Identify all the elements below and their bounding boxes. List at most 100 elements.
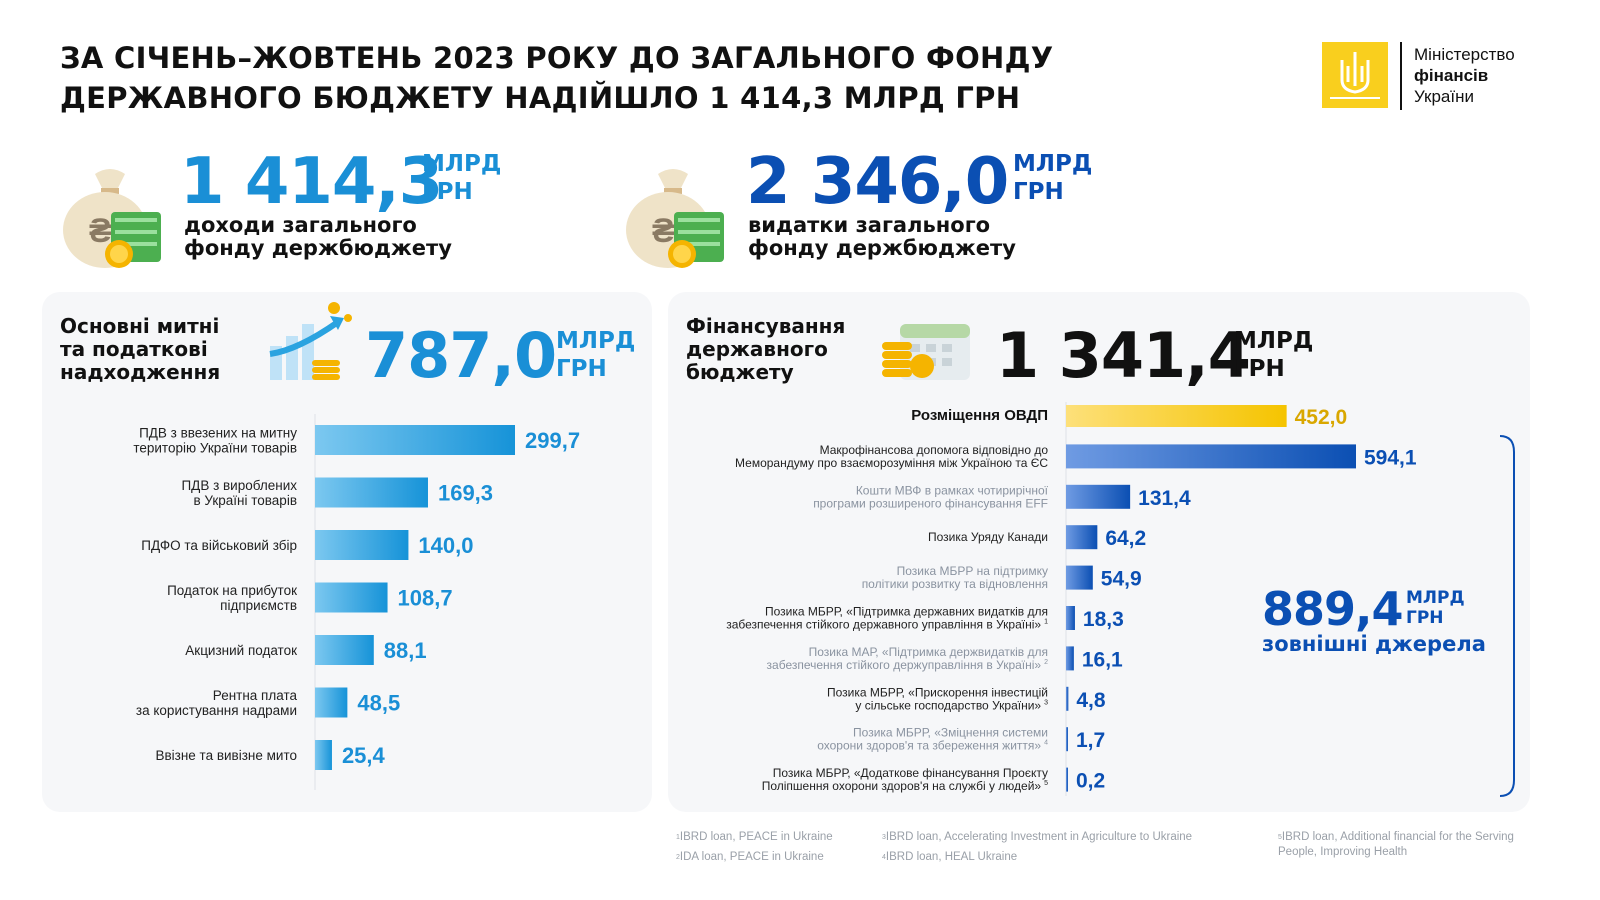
logo-line2: фінансів xyxy=(1414,66,1489,85)
tax-value-label: 108,7 xyxy=(398,586,453,611)
tax-title1: Основні митні xyxy=(60,314,220,338)
external-label: зовнішні джерела xyxy=(1262,632,1486,656)
footnote-1: 1IBRD loan, PEACE in Ukraine xyxy=(676,831,833,843)
fin-bar xyxy=(1066,767,1068,792)
tax-category-label: в Україні товарів xyxy=(193,493,297,508)
logo-text: Міністерство фінансів України xyxy=(1414,44,1515,107)
expense-desc2: фонду держбюджету xyxy=(748,236,1016,260)
tax-value-label: 25,4 xyxy=(342,743,386,768)
fin-unit2: ГРН xyxy=(1234,356,1285,382)
fin-title2: державного xyxy=(686,337,828,361)
expense-desc1: видатки загального xyxy=(748,213,991,237)
fin-category-label: забезпечення стійкого державного управлі… xyxy=(726,618,1048,632)
expense-desc: видатки загального фонду держбюджету xyxy=(748,214,1016,260)
external-unit1: МЛРД xyxy=(1406,588,1465,608)
tax-title3: надходження xyxy=(60,360,221,384)
ministry-logo: Міністерство фінансів України xyxy=(1322,42,1522,110)
fin-total-unit: МЛРД ГРН xyxy=(1234,327,1313,383)
logo-line3: України xyxy=(1414,87,1474,106)
fin-value-label: 54,9 xyxy=(1101,568,1142,591)
fin-category-label: Розміщення ОВДП xyxy=(911,407,1048,424)
budget-financing-panel xyxy=(668,292,1530,812)
external-sources-bracket xyxy=(1499,435,1515,797)
income-desc: доходи загального фонду держбюджету xyxy=(184,214,452,260)
fin-category-label: Позика МБРР, «Прискорення інвестицій xyxy=(827,685,1048,699)
tax-category-label: ПДВ з ввезених на митну xyxy=(139,426,297,441)
expense-unit2: ГРН xyxy=(1013,179,1064,205)
income-desc1: доходи загального xyxy=(184,213,417,237)
fin-value-label: 452,0 xyxy=(1295,406,1348,429)
fin-category-label: Позика МБРР, «Підтримка державних видатк… xyxy=(765,605,1048,619)
tax-unit1: МЛРД xyxy=(556,328,636,354)
fin-value-label: 131,4 xyxy=(1138,487,1191,510)
fin-category-label: забезпечення стійкого держуправління в У… xyxy=(767,658,1049,672)
fin-bar xyxy=(1066,606,1075,630)
tax-bar xyxy=(315,740,332,770)
fin-bar xyxy=(1066,646,1074,671)
income-unit: МЛРД ГРН xyxy=(422,150,501,206)
fin-unit1: МЛРД xyxy=(1234,328,1314,354)
fin-value-label: 0,2 xyxy=(1076,770,1105,793)
tax-category-label: Ввізне та вивізне мито xyxy=(155,748,297,763)
expense-value: 2 346,0 xyxy=(746,145,1009,219)
fin-value-label: 64,2 xyxy=(1105,527,1146,550)
fin-category-label: у сільське господарство України» 3 xyxy=(855,698,1048,712)
expense-unit: МЛРД ГРН xyxy=(1013,150,1092,206)
svg-text:₴: ₴ xyxy=(652,212,675,250)
fin-bar xyxy=(1066,565,1093,590)
external-unit: МЛРД ГРН xyxy=(1406,588,1465,628)
fin-category-label: Кошти МВФ в рамках чотирирічної xyxy=(856,483,1049,497)
fin-title1: Фінансування xyxy=(686,314,846,338)
tax-value-label: 169,3 xyxy=(438,481,493,506)
tax-value-label: 48,5 xyxy=(357,691,400,716)
fin-total-value: 1 341,4 xyxy=(996,319,1251,392)
fin-value-label: 1,7 xyxy=(1076,729,1105,752)
tax-panel-title: Основні митні та податкові надходження xyxy=(60,315,220,384)
fin-category-label: Меморандуму про взаєморозуміння між Укра… xyxy=(735,456,1048,470)
fin-category-label: Позика МБРР, «Додаткове фінансування Про… xyxy=(773,766,1048,780)
svg-text:₴: ₴ xyxy=(89,212,112,250)
calendar-coins-icon xyxy=(880,320,972,382)
tax-bar xyxy=(315,582,388,613)
tax-bar xyxy=(315,530,409,560)
footnote-2: 2IDA loan, PEACE in Ukraine xyxy=(676,851,824,863)
footnote-3: 3IBRD loan, Accelerating Investment in A… xyxy=(882,831,1193,843)
income-desc2: фонду держбюджету xyxy=(184,236,452,260)
income-value: 1 414,3 xyxy=(180,145,443,219)
tax-total-value: 787,0 xyxy=(365,319,557,392)
expense-unit1: МЛРД xyxy=(1013,151,1093,177)
fin-value-label: 18,3 xyxy=(1083,608,1124,631)
tax-bar xyxy=(315,635,374,665)
fin-category-label: Позика Уряду Канади xyxy=(928,530,1048,544)
tax-value-label: 299,7 xyxy=(525,428,580,453)
logo-line1: Міністерство xyxy=(1414,45,1515,64)
tax-category-label: Рентна плата xyxy=(213,688,298,703)
money-bag-icon: ₴ xyxy=(618,160,728,280)
external-unit2: ГРН xyxy=(1406,608,1444,628)
fin-bar xyxy=(1066,525,1098,550)
page-title: ЗА СІЧЕНЬ–ЖОВТЕНЬ 2023 РОКУ ДО ЗАГАЛЬНОГ… xyxy=(60,41,1054,115)
tax-total-unit: МЛРД ГРН xyxy=(556,327,635,383)
fin-bar xyxy=(1066,444,1356,469)
logo-separator xyxy=(1400,42,1402,110)
fin-category-label: програми розширеного фінансування EFF xyxy=(813,496,1048,510)
fin-category-label: Позика МБРР, «Зміцнення системи xyxy=(853,726,1048,740)
income-unit2: ГРН xyxy=(422,179,473,205)
tax-category-label: Податок на прибуток xyxy=(167,583,297,598)
fin-category-label: охорони здоров'я та збереження життя» 4 xyxy=(817,739,1048,753)
fin-category-label: Позика МАР, «Підтримка держвидатків для xyxy=(809,645,1048,659)
external-value: 889,4 xyxy=(1262,582,1404,636)
fin-value-label: 594,1 xyxy=(1364,446,1417,469)
fin-category-label: Поліпшення охорони здоров'я на службі у … xyxy=(762,779,1048,793)
fin-panel-title: Фінансування державного бюджету xyxy=(686,315,845,384)
tax-bar xyxy=(315,425,515,455)
fin-category-label: Позика МБРР на підтримку xyxy=(897,564,1048,578)
tax-category-label: ПДВ з вироблених xyxy=(181,478,297,493)
fin-value-label: 4,8 xyxy=(1076,689,1106,712)
tax-category-label: підприємств xyxy=(220,598,297,613)
tax-category-label: територію України товарів xyxy=(133,441,297,456)
tax-bar xyxy=(315,477,428,508)
footnote-4: 4IBRD loan, HEAL Ukraine xyxy=(882,851,1018,863)
tax-bar xyxy=(315,687,348,718)
